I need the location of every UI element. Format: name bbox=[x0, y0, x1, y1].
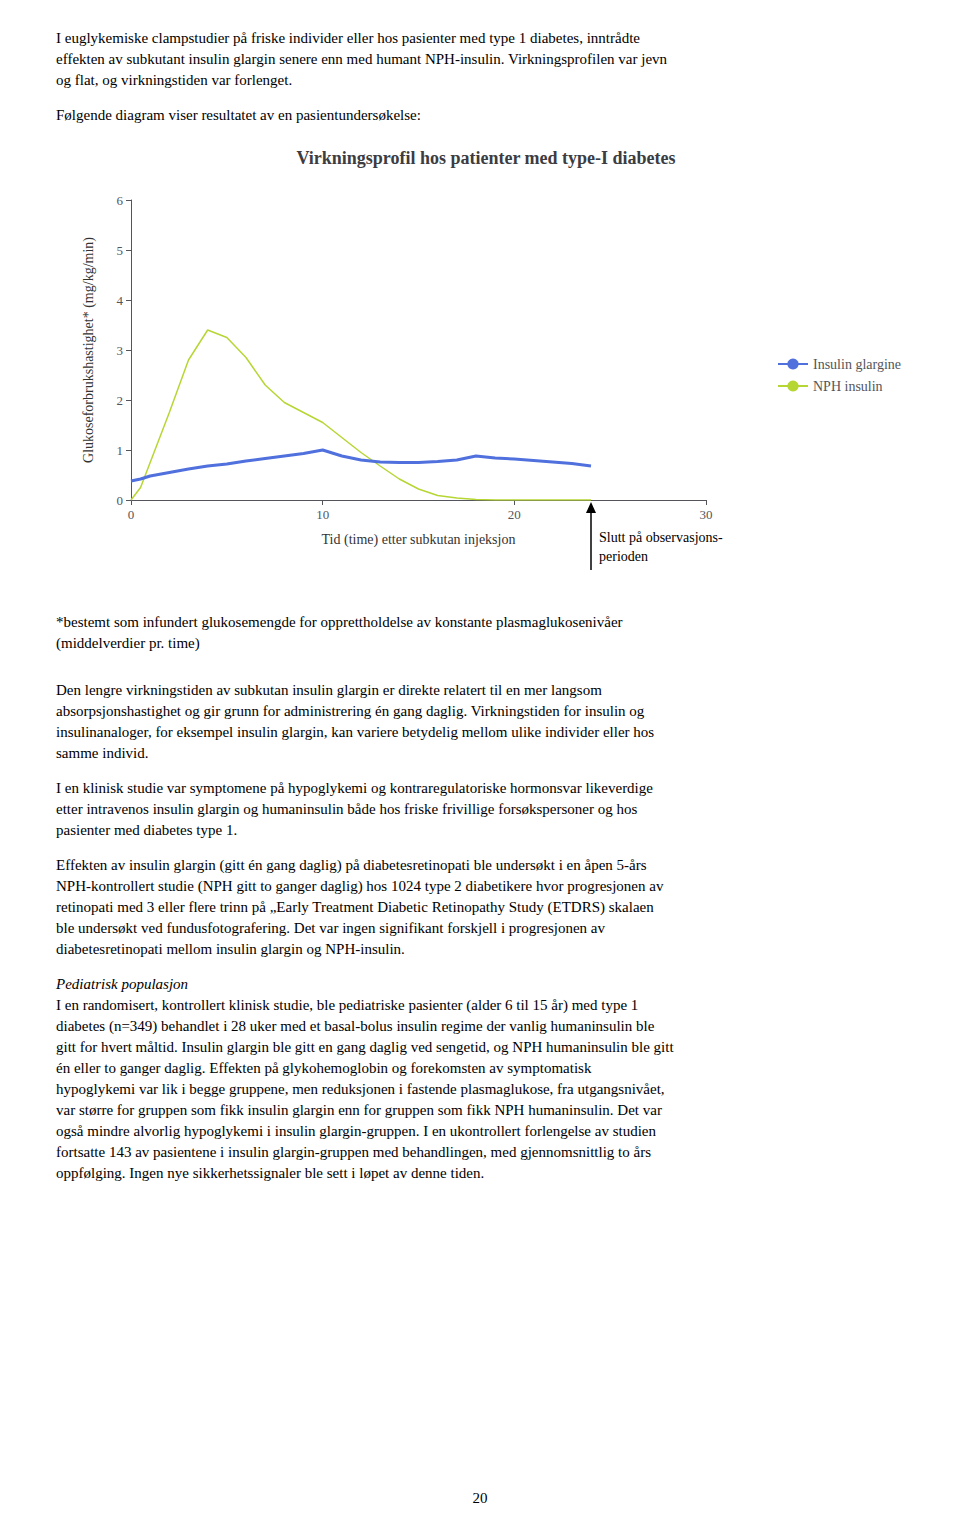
svg-text:3: 3 bbox=[117, 343, 124, 358]
html-text:diabetes (n=349) behandlet i 2: diabetes (n=349) behandlet i 28 uker med… bbox=[56, 1018, 655, 1034]
svg-text:Slutt på observasjons-: Slutt på observasjons- bbox=[599, 530, 723, 545]
svg-text:Tid (time) etter subkutan inje: Tid (time) etter subkutan injeksjon bbox=[322, 532, 516, 548]
html-text:etter intravenos insulin glarg: etter intravenos insulin glargin og huma… bbox=[56, 801, 638, 817]
html-text:*bestemt som infundert glukose: *bestemt som infundert glukosemengde for… bbox=[56, 614, 623, 630]
html-text:gitt for hvert måltid. Insulin: gitt for hvert måltid. Insulin glargin b… bbox=[56, 1039, 674, 1055]
html-text:oppfølging. Ingen nye sikkerhe: oppfølging. Ingen nye sikkerhetssignaler… bbox=[56, 1165, 485, 1181]
svg-text:Insulin glargine: Insulin glargine bbox=[813, 357, 901, 372]
svg-text:Glukoseforbrukshastighet* (mg/: Glukoseforbrukshastighet* (mg/kg/min) bbox=[81, 237, 97, 463]
svg-text:10: 10 bbox=[316, 507, 329, 522]
svg-text:1: 1 bbox=[117, 443, 124, 458]
html-text:absorpsjonshastighet og gir gr: absorpsjonshastighet og gir grunn for ad… bbox=[56, 703, 645, 719]
html-text:I euglykemiske clampstudier på: I euglykemiske clampstudier på friske in… bbox=[56, 30, 640, 46]
html-text:I en klinisk studie var sympto: I en klinisk studie var symptomene på hy… bbox=[56, 780, 653, 796]
svg-text:NPH insulin: NPH insulin bbox=[813, 379, 883, 394]
html-text:og flat, og virkningstiden var: og flat, og virkningstiden var forlenget… bbox=[56, 72, 293, 88]
html-text:også mindre alvorlig hypoglyke: også mindre alvorlig hypoglykemi i insul… bbox=[56, 1123, 656, 1139]
svg-text:6: 6 bbox=[117, 193, 124, 208]
html-text:Pediatrisk populasjon: Pediatrisk populasjon bbox=[56, 976, 189, 992]
html-text:insulinanaloger, for eksempel: insulinanaloger, for eksempel insulin gl… bbox=[56, 724, 655, 740]
svg-text:Virkningsprofil hos patienter: Virkningsprofil hos patienter med type-I… bbox=[296, 148, 675, 168]
html-text:(middelverdier pr. time): (middelverdier pr. time) bbox=[56, 635, 200, 651]
html-text:var større for gruppen som fik: var større for gruppen som fikk insulin … bbox=[56, 1102, 662, 1118]
html-text:fortsatte 143 av pasientene i: fortsatte 143 av pasientene i insulin gl… bbox=[56, 1144, 651, 1160]
html-text:Effekten av insulin glargin (g: Effekten av insulin glargin (gitt én gan… bbox=[56, 857, 647, 873]
svg-text:30: 30 bbox=[700, 507, 713, 522]
html-text:Den lengre virkningstiden av s: Den lengre virkningstiden av subkutan in… bbox=[56, 682, 602, 698]
html-text:samme individ.: samme individ. bbox=[56, 745, 149, 761]
html-text:NPH-kontrollert studie (NPH gi: NPH-kontrollert studie (NPH gitt to gang… bbox=[56, 878, 664, 894]
html-text:én eller to ganger daglig. Eff: én eller to ganger daglig. Effekten på g… bbox=[56, 1060, 592, 1076]
html-text:20: 20 bbox=[472, 1490, 488, 1506]
html-text:pasienter med diabetes type 1.: pasienter med diabetes type 1. bbox=[56, 822, 238, 838]
svg-text:2: 2 bbox=[117, 393, 124, 408]
html-text:I en randomisert, kontrollert: I en randomisert, kontrollert klinisk st… bbox=[56, 997, 639, 1013]
html-text:diabetesretinopati mellom insu: diabetesretinopati mellom insulin glargi… bbox=[56, 941, 405, 957]
svg-text:0: 0 bbox=[117, 493, 124, 508]
svg-text:20: 20 bbox=[508, 507, 521, 522]
html-text:retinopati med 3 eller flere t: retinopati med 3 eller flere trinn på „E… bbox=[56, 899, 654, 915]
svg-text:5: 5 bbox=[117, 243, 124, 258]
html-text:effekten av subkutant insulin: effekten av subkutant insulin glargin se… bbox=[56, 51, 668, 67]
html-text:hypoglykemi var lik i begge gr: hypoglykemi var lik i begge gruppene, me… bbox=[56, 1081, 665, 1097]
svg-text:4: 4 bbox=[117, 293, 124, 308]
html-text:Følgende diagram viser resulta: Følgende diagram viser resultatet av en … bbox=[56, 107, 421, 123]
html-text:ble undersøkt ved fundusfotogr: ble undersøkt ved fundusfotografering. D… bbox=[56, 920, 605, 936]
svg-text:0: 0 bbox=[128, 507, 135, 522]
svg-text:perioden: perioden bbox=[599, 549, 648, 564]
